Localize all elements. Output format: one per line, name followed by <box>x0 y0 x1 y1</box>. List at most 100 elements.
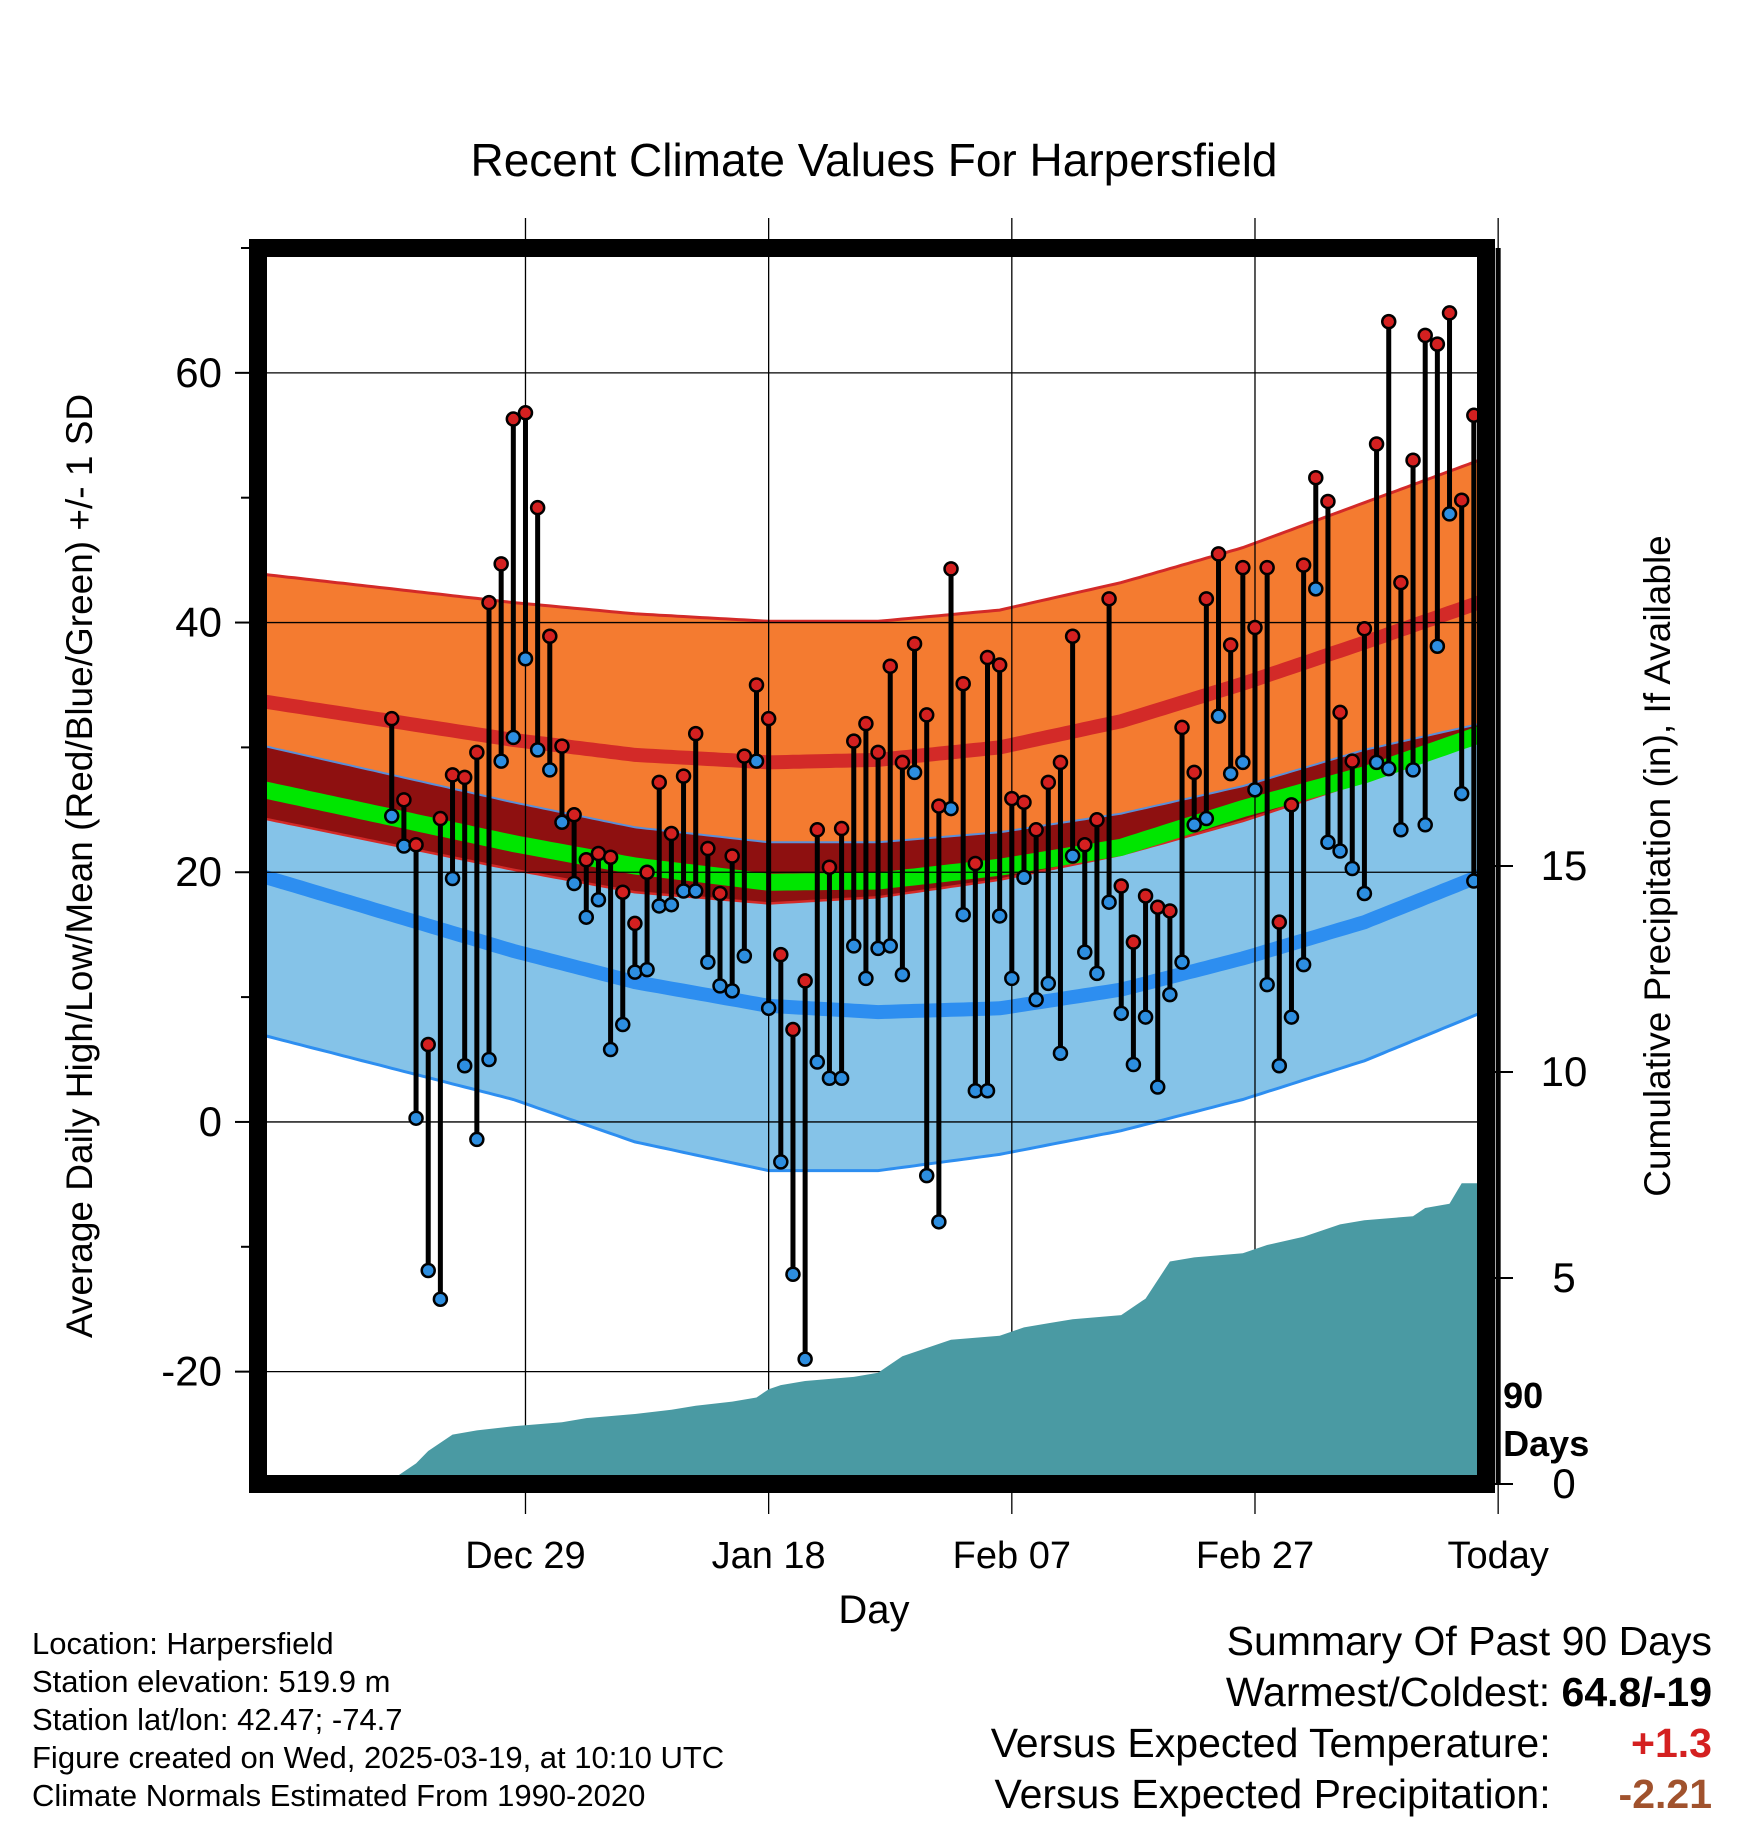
x-tick-label: Today <box>1447 1535 1548 1577</box>
low-point <box>615 1016 631 1033</box>
high-point <box>931 798 947 814</box>
low-point <box>1089 965 1105 982</box>
low-point <box>456 1058 473 1074</box>
high-point <box>469 744 485 761</box>
elevation-text: Station elevation: 519.9 m <box>32 1664 391 1699</box>
low-point <box>1149 1079 1166 1095</box>
high-point <box>955 675 971 692</box>
high-point <box>1344 753 1361 769</box>
high-point <box>1174 719 1190 736</box>
low-point <box>1259 976 1275 993</box>
low-point <box>858 970 874 987</box>
low-sd-lower-edge <box>264 1011 1480 1173</box>
high-point <box>870 744 886 761</box>
high-point <box>578 852 595 868</box>
high-point <box>1052 754 1069 771</box>
warm-cold-label: Warmest/Coldest: <box>1225 1669 1551 1715</box>
low-point <box>918 1167 935 1184</box>
high-point <box>821 859 838 875</box>
high-point <box>1380 313 1397 330</box>
low-point <box>1004 970 1020 987</box>
y2-tick-label: 5 <box>1552 1254 1575 1301</box>
low-point <box>1222 765 1239 782</box>
low-point <box>1441 506 1458 522</box>
high-point <box>700 840 716 857</box>
high-point <box>383 710 400 727</box>
low-point <box>1198 810 1215 827</box>
low-point <box>991 908 1008 924</box>
y-tick-label: 60 <box>175 349 222 396</box>
low-point <box>639 961 655 978</box>
high-point <box>566 807 582 823</box>
low-point <box>1429 638 1446 655</box>
high-point <box>1405 452 1421 468</box>
low-point <box>1040 975 1057 992</box>
low-point <box>870 940 886 957</box>
low-point <box>517 651 534 667</box>
high-point <box>1247 619 1263 636</box>
high-point <box>1283 797 1300 813</box>
high-point <box>675 768 692 784</box>
low-point <box>469 1131 485 1148</box>
low-point <box>493 753 509 769</box>
high-point <box>833 820 850 837</box>
low-point <box>1453 785 1470 802</box>
low-point <box>1028 991 1044 1008</box>
low-point <box>833 1070 850 1086</box>
summary-warm-cold: Warmest/Coldest: 64.8/-19 <box>991 1667 1712 1718</box>
y-tick-label: 20 <box>175 848 222 895</box>
low-point <box>444 870 461 887</box>
y-axis-label: Average Daily High/Low/Mean (Red/Blue/Gr… <box>59 394 100 1338</box>
x-axis-label: Day <box>838 1588 909 1632</box>
high-point <box>1356 621 1373 637</box>
high-point <box>1429 336 1446 352</box>
high-point <box>773 946 789 963</box>
high-point <box>979 649 996 666</box>
low-point <box>602 1041 619 1058</box>
high-point <box>906 636 923 652</box>
precip-area <box>394 1183 1480 1478</box>
low-point <box>700 954 716 970</box>
high-point <box>1222 637 1239 653</box>
temp-value: +1.3 <box>1631 1720 1712 1766</box>
low-point <box>894 966 911 983</box>
high-point <box>1186 764 1202 781</box>
high-point <box>760 710 777 727</box>
high-point <box>1016 794 1032 811</box>
y2-tick-label: 0 <box>1552 1460 1575 1507</box>
high-point <box>712 885 728 902</box>
low-point <box>1113 1005 1129 1022</box>
low-point <box>1125 1056 1142 1073</box>
precip-value: -2.21 <box>1618 1771 1712 1817</box>
low-point <box>1064 848 1081 864</box>
chart-title: Recent Climate Values For Harpersfield <box>470 134 1277 186</box>
high-point <box>809 822 826 838</box>
x-tick-label: Dec 29 <box>465 1535 585 1577</box>
low-point <box>846 938 862 954</box>
high-point <box>894 754 911 771</box>
low-point <box>955 906 971 923</box>
low-point <box>943 800 959 817</box>
low-point <box>1016 869 1032 885</box>
low-point <box>773 1154 789 1170</box>
high-point <box>408 837 424 853</box>
low-point <box>906 764 923 781</box>
low-point <box>797 1351 813 1367</box>
summary-temp: Versus Expected Temperature: +1.3 <box>991 1718 1712 1769</box>
low-point <box>1077 944 1093 960</box>
x-tick-label: Jan 18 <box>712 1535 826 1577</box>
low-point <box>432 1291 449 1307</box>
low-point <box>1344 860 1361 877</box>
high-point <box>615 884 631 900</box>
high-point <box>420 1036 436 1053</box>
high-point <box>554 738 570 754</box>
low-point <box>1466 873 1480 889</box>
low-point <box>1235 754 1251 771</box>
high-point <box>1113 878 1129 894</box>
high-point <box>396 792 412 808</box>
high-point <box>1466 407 1480 424</box>
low-point <box>1271 1058 1288 1074</box>
low-point <box>1101 894 1117 910</box>
high-point <box>967 855 984 872</box>
low-point <box>542 762 558 778</box>
